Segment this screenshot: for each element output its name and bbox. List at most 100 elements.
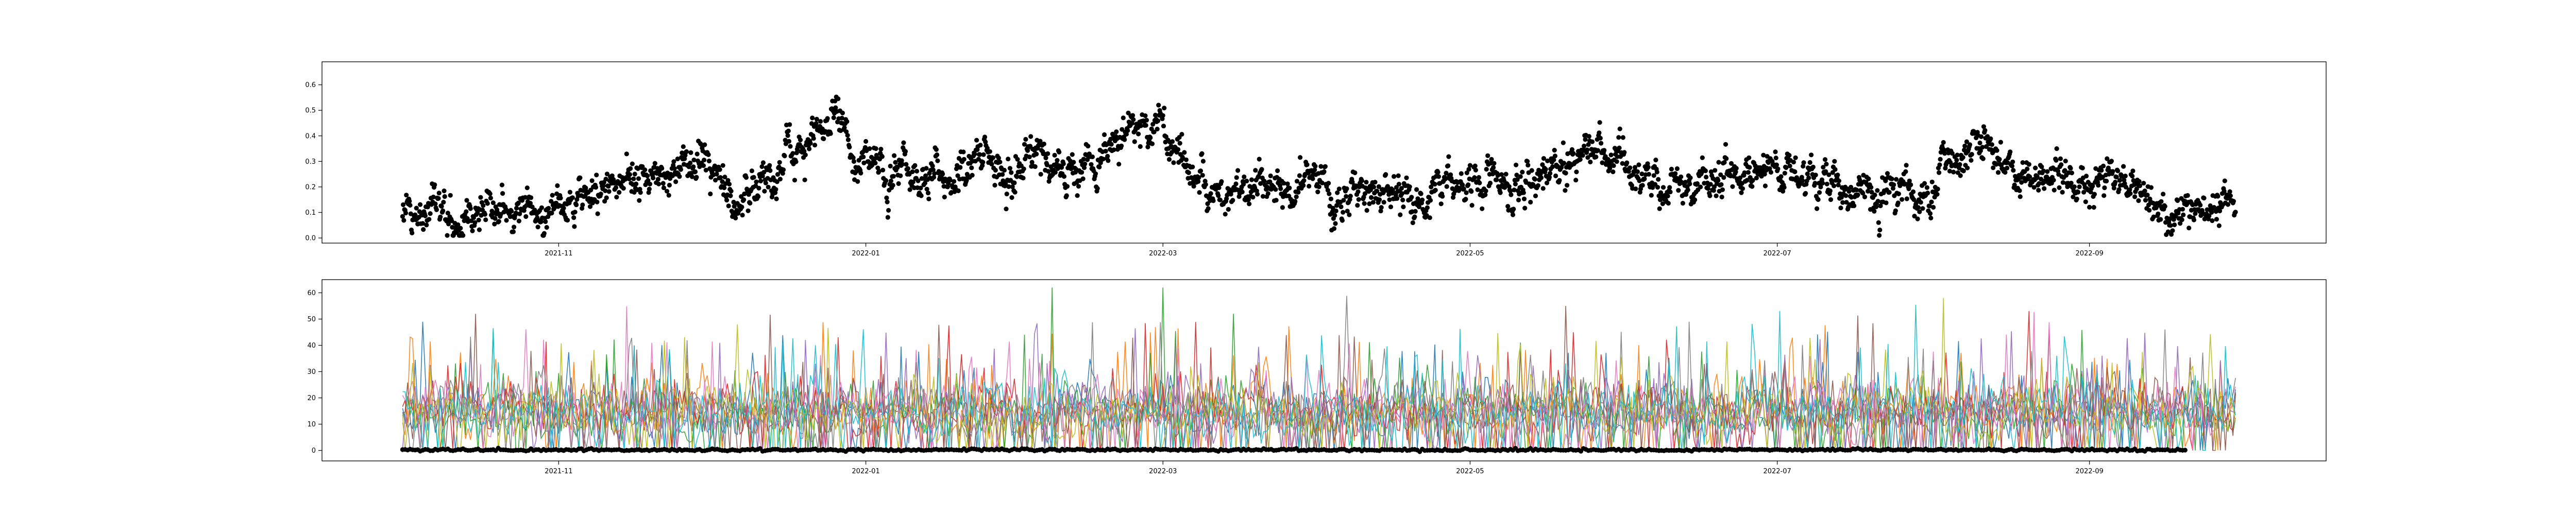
scatter-point (964, 178, 969, 183)
scatter-point (935, 152, 940, 158)
scatter-point (1280, 205, 1285, 210)
scatter-point (1665, 194, 1670, 199)
scatter-point (626, 176, 632, 181)
top-scatter-marks (400, 94, 2238, 238)
scatter-point (2058, 156, 2063, 161)
scatter-point (1081, 165, 1087, 170)
scatter-point (1260, 194, 1266, 199)
scatter-point (1287, 185, 1292, 191)
scatter-point (410, 230, 415, 235)
scatter-point (1935, 186, 1940, 192)
scatter-point (490, 200, 496, 205)
scatter-point (570, 195, 575, 200)
scatter-point (1200, 173, 1205, 178)
scatter-point (471, 215, 477, 220)
scatter-point (517, 211, 522, 216)
scatter-point (496, 219, 501, 224)
scatter-point (2036, 187, 2041, 193)
scatter-point (1038, 139, 1043, 144)
scatter-point (634, 181, 639, 186)
scatter-point (567, 190, 572, 195)
scatter-point (1418, 191, 1423, 196)
scatter-point (671, 159, 676, 164)
scatter-point (818, 119, 823, 124)
scatter-point (1464, 190, 1469, 195)
scatter-point (2010, 159, 2015, 164)
scatter-point (2102, 185, 2107, 191)
scatter-point (2202, 216, 2207, 221)
scatter-point (2090, 183, 2095, 188)
scatter-point (1633, 186, 1638, 192)
scatter-point (606, 189, 612, 194)
scatter-point (851, 155, 856, 160)
scatter-point (1483, 192, 1488, 197)
scatter-point (2072, 184, 2077, 190)
scatter-point (1995, 170, 2001, 175)
scatter-point (767, 163, 772, 168)
scatter-point (1330, 205, 1335, 211)
scatter-point (1122, 137, 1127, 142)
scatter-point (2020, 160, 2025, 165)
scatter-point (1250, 195, 1256, 200)
scatter-point (2074, 196, 2079, 201)
scatter-point (1608, 152, 1614, 158)
scatter-point (1637, 178, 1642, 183)
scatter-point (2187, 226, 2192, 231)
scatter-point (1025, 148, 1030, 153)
scatter-point (1326, 181, 1331, 186)
scatter-point (2011, 168, 2016, 173)
scatter-point (985, 146, 990, 151)
scatter-point (1265, 191, 1270, 196)
scatter-point (1818, 184, 1823, 190)
scatter-point (2179, 217, 2184, 222)
scatter-point (1588, 159, 1593, 165)
scatter-point (714, 171, 719, 177)
scatter-point (421, 227, 426, 232)
scatter-point (2102, 193, 2107, 198)
scatter-point (2216, 223, 2222, 228)
scatter-point (1093, 171, 1098, 176)
scatter-point (2148, 185, 2154, 190)
scatter-point (1739, 190, 1744, 195)
scatter-point (550, 193, 555, 198)
scatter-point (844, 119, 850, 124)
bottom-y-axis: 0 10 20 30 40 50 60 (307, 289, 322, 455)
scatter-point (1359, 178, 1364, 183)
scatter-point (1052, 152, 1057, 158)
scatter-point (888, 178, 893, 183)
scatter-point (2033, 165, 2038, 170)
scatter-point (1226, 207, 1231, 212)
scatter-point (1628, 165, 1633, 170)
scatter-point (1477, 180, 1482, 185)
scatter-point (1773, 149, 1778, 154)
scatter-point (1244, 178, 1249, 184)
scatter-point (1632, 165, 1638, 170)
scatter-point (1884, 200, 1889, 205)
scatter-point (1046, 169, 1051, 174)
bottom-x-tick-label: 2022-07 (1763, 468, 1791, 475)
scatter-point (763, 180, 768, 185)
scatter-point (873, 161, 878, 166)
scatter-point (1273, 187, 1278, 192)
scatter-point (1832, 183, 1837, 188)
scatter-point (743, 175, 749, 180)
scatter-point (1171, 160, 1176, 165)
scatter-point (1364, 208, 1369, 213)
scatter-point (1646, 165, 1651, 170)
scatter-point (1931, 204, 1936, 210)
scatter-point (532, 208, 537, 213)
scatter-point (2176, 211, 2181, 216)
scatter-point (873, 146, 878, 151)
scatter-point (485, 201, 490, 206)
scatter-point (1413, 209, 1418, 214)
scatter-point (578, 175, 583, 180)
scatter-point (422, 213, 428, 218)
scatter-point (1170, 139, 1175, 144)
scatter-point (1370, 200, 1376, 205)
scatter-point (468, 206, 473, 211)
scatter-point (1768, 169, 1773, 175)
scatter-point (672, 166, 677, 171)
scatter-point (1216, 185, 1222, 191)
scatter-point (1720, 187, 1725, 192)
scatter-point (621, 186, 626, 191)
